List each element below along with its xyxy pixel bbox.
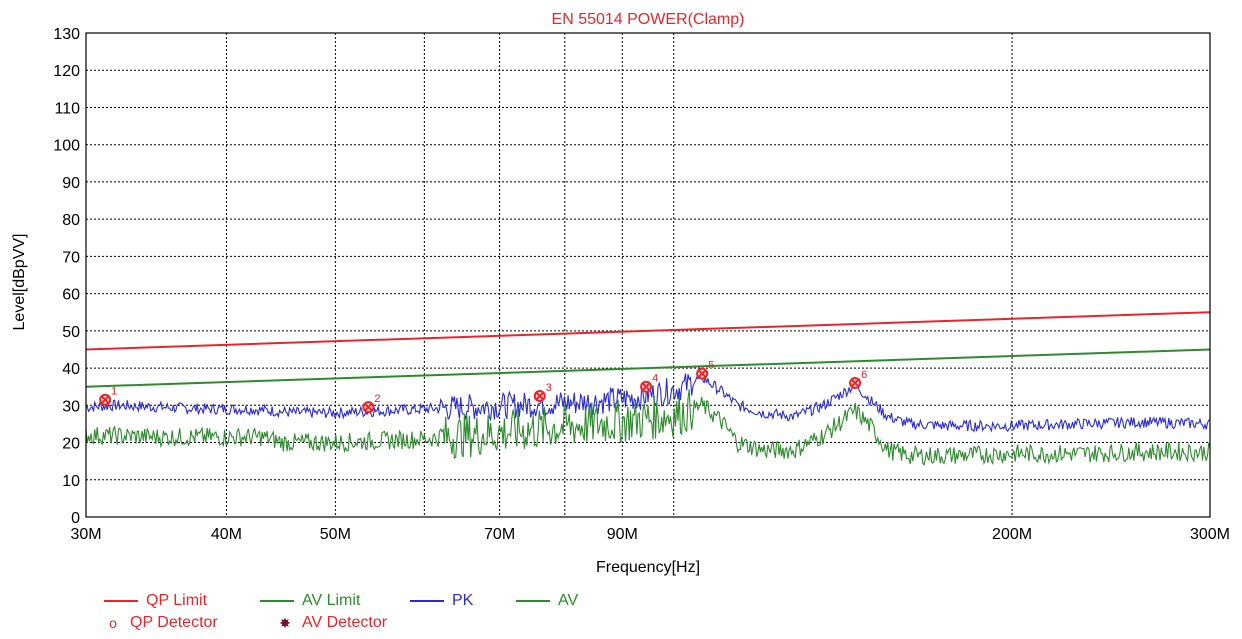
x-tick-labels: 30M 40M 50M 70M 90M 200M 300M: [70, 526, 1230, 543]
legend: QP Limit AV Limit PK AV o QP Detector ✸ AV…: [104, 592, 704, 636]
series-pk-line: [85, 372, 1211, 433]
x-tick-label: 40M: [211, 526, 242, 543]
marker-1-cross: [100, 395, 110, 405]
y-tick-label: 110: [54, 100, 80, 117]
grid-lines: [86, 33, 1210, 517]
y-tick-label: 90: [62, 175, 80, 192]
marker-3-cross: [535, 391, 545, 401]
marker-6-cross: [850, 378, 860, 388]
x-tick-label: 30M: [70, 526, 101, 543]
legend-av-label: AV: [558, 592, 579, 609]
legend-pk-swatch: [410, 599, 444, 602]
series-qp-limit-line: [85, 311, 1211, 351]
legend-pk: PK: [410, 592, 473, 610]
y-tick-label: 40: [62, 361, 80, 378]
marker-2: 2: [362, 393, 381, 414]
series-av-line: [85, 389, 1211, 467]
x-tick-label: 90M: [607, 526, 638, 543]
legend-av: AV: [516, 592, 578, 610]
x-axis-label: Frequency[Hz]: [596, 559, 700, 576]
x-tick-label: 50M: [320, 526, 351, 543]
y-tick-label: 100: [53, 138, 80, 155]
marker-2-label: 2: [374, 393, 380, 405]
legend-qp-detector-label: QP Detector: [130, 614, 218, 632]
marker-2-cross: [363, 402, 374, 412]
y-tick-label: 70: [62, 249, 80, 266]
marker-3: 3: [533, 382, 552, 402]
y-tick-label: 30: [62, 398, 80, 415]
y-tick-labels: 0 10 20 30 40 50 60 70 80 90 100 110 120 130: [53, 26, 80, 527]
legend-qp-detector-symbol: o: [109, 615, 117, 631]
y-tick-label: 10: [62, 473, 80, 490]
y-tick-label: 80: [62, 212, 80, 229]
x-tick-label: 200M: [992, 526, 1032, 543]
y-tick-label: 50: [62, 324, 80, 341]
marker-4: 4: [640, 373, 658, 393]
marker-1-label: 1: [111, 386, 117, 398]
y-tick-label: 120: [53, 63, 80, 80]
y-tick-label: 20: [62, 436, 80, 453]
y-tick-label: 130: [53, 26, 80, 43]
legend-qp-detector: o QP Detector: [104, 614, 218, 632]
marker-5-cross: [697, 368, 707, 379]
marker-3-label: 3: [546, 382, 552, 394]
emission-chart: EN 55014 POWER(Clamp) Level[dBpVV] Frequ…: [11, 11, 1230, 576]
marker-5-label: 5: [708, 360, 714, 372]
x-tick-label: 300M: [1190, 526, 1230, 543]
marker-6-label: 6: [861, 369, 867, 381]
marker-5: 5: [696, 360, 714, 380]
marker-4-label: 4: [652, 373, 658, 385]
series-av-limit-line: [85, 348, 1211, 388]
legend-av-detector: ✸ AV Detector: [276, 614, 387, 632]
legend-av-swatch: [516, 599, 550, 602]
plot-area: 1 2 3 4 5 6: [85, 311, 1211, 467]
legend-av-limit-label: AV Limit: [302, 592, 361, 609]
marker-4-cross: [641, 381, 651, 392]
legend-av-limit-swatch: [260, 599, 294, 602]
legend-qp-limit: QP Limit: [104, 592, 207, 610]
legend-pk-label: PK: [452, 592, 474, 609]
plot-frame: [85, 32, 1211, 518]
y-axis-label: Level[dBpVV]: [11, 234, 28, 331]
legend-av-limit: AV Limit: [260, 592, 360, 610]
legend-av-detector-symbol: ✸: [279, 615, 291, 631]
marker-6: 6: [849, 369, 867, 389]
legend-qp-limit-label: QP Limit: [146, 592, 208, 609]
y-tick-label: 60: [62, 287, 80, 304]
y-tick-label: 0: [71, 510, 80, 527]
marker-1: 1: [99, 386, 117, 406]
legend-qp-limit-swatch: [104, 599, 138, 602]
chart-title: EN 55014 POWER(Clamp): [552, 11, 745, 28]
legend-av-detector-label: AV Detector: [302, 614, 388, 632]
x-tick-label: 70M: [484, 526, 515, 543]
